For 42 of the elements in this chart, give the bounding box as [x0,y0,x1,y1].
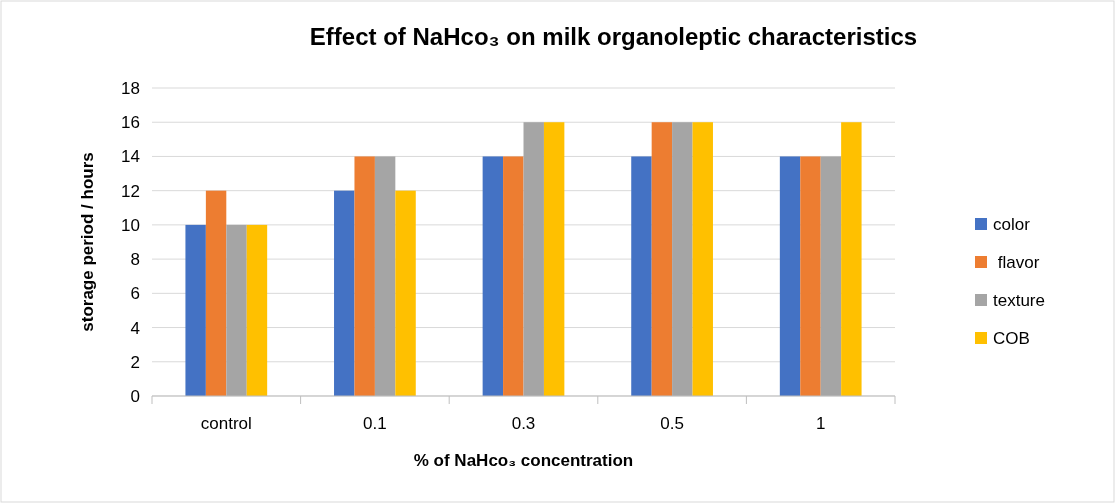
y-tick-label: 8 [130,250,140,270]
bar [800,156,821,396]
bar [543,122,565,396]
bar [841,122,862,396]
y-tick-label: 18 [121,78,140,98]
y-tick-label: 16 [121,113,140,133]
x-tick-label: 0.3 [511,414,536,433]
x-tick-label: 0.1 [363,414,387,433]
bar [692,122,713,396]
legend-label: texture [993,290,1045,310]
legend-label: flavor [993,252,1040,272]
y-tick-label: 12 [121,181,140,201]
y-tick-label: 2 [130,352,140,372]
bar [395,190,416,396]
bar [820,156,842,396]
chart-title: Effect of NaHco₃ on milk organoleptic characteristics [309,23,918,50]
x-axis-title: % of NaHco₃ concentration [413,451,634,470]
y-tick-label: 4 [130,318,140,338]
bar [334,190,355,396]
bar [503,156,524,396]
bar [185,224,206,396]
y-tick-label: 0 [130,386,140,406]
bar [523,122,544,396]
legend-label: COB [993,328,1030,348]
y-tick-label: 6 [130,284,140,304]
bar [631,156,652,396]
bar [205,190,227,396]
bar [482,156,504,396]
x-tick-label: control [200,414,252,433]
y-axis-title: storage period / hours [78,152,97,332]
bar [779,156,801,396]
bar [246,224,268,396]
x-tick-label: 1 [815,414,826,433]
bar [354,156,375,396]
y-tick-label: 14 [121,147,140,167]
bar [226,224,247,396]
legend-label: color [993,214,1031,234]
x-tick-label: 0.5 [660,414,684,433]
bar [651,122,673,396]
bar [374,156,396,396]
bar [672,122,693,396]
y-tick-label: 10 [121,215,140,235]
